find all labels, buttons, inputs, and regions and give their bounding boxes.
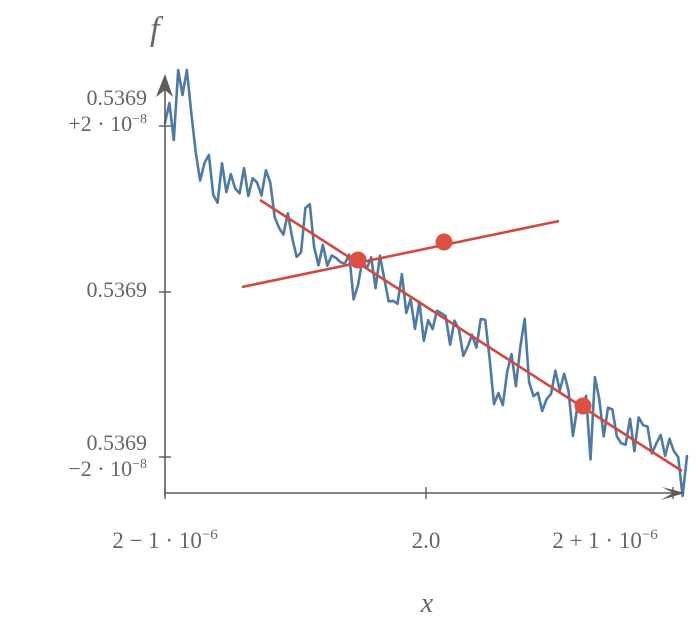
svg-text:0.5369: 0.5369	[87, 430, 148, 455]
svg-text:0.5369: 0.5369	[87, 85, 148, 110]
svg-text:2 + 1 · 10−6: 2 + 1 · 10−6	[552, 527, 658, 553]
svg-text:f: f	[150, 11, 164, 48]
svg-text:x: x	[420, 588, 434, 619]
svg-text:2 − 1 · 10−6: 2 − 1 · 10−6	[112, 527, 218, 553]
svg-text:2.0: 2.0	[412, 528, 441, 553]
svg-text:−2 · 10−8: −2 · 10−8	[68, 456, 147, 481]
svg-text:0.5369: 0.5369	[87, 277, 148, 302]
svg-text:+2 · 10−8: +2 · 10−8	[68, 111, 147, 136]
